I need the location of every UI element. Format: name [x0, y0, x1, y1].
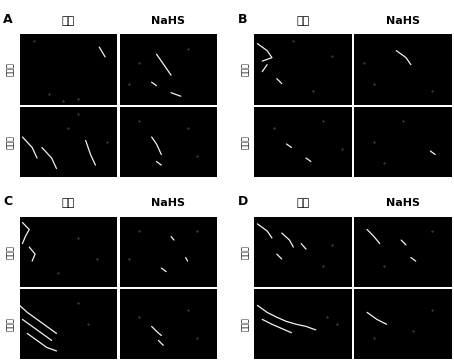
Text: NaHS: NaHS	[386, 198, 420, 208]
Text: 上表皮: 上表皮	[6, 63, 15, 77]
Text: 上表皮: 上表皮	[6, 245, 15, 259]
Text: 下表皮: 下表皮	[242, 135, 250, 149]
Text: 上表皮: 上表皮	[242, 63, 250, 77]
Text: 下表皮: 下表皮	[6, 317, 15, 331]
Text: NaHS: NaHS	[386, 16, 420, 26]
Text: 上表皮: 上表皮	[242, 245, 250, 259]
Text: D: D	[238, 195, 248, 208]
Text: 对照: 对照	[296, 16, 310, 26]
Text: A: A	[3, 13, 13, 26]
Text: C: C	[3, 195, 12, 208]
Text: 下表皮: 下表皮	[242, 317, 250, 331]
Text: 对照: 对照	[296, 198, 310, 208]
Text: B: B	[238, 13, 247, 26]
Text: NaHS: NaHS	[151, 198, 185, 208]
Text: 对照: 对照	[62, 16, 75, 26]
Text: 下表皮: 下表皮	[6, 135, 15, 149]
Text: 对照: 对照	[62, 198, 75, 208]
Text: NaHS: NaHS	[151, 16, 185, 26]
